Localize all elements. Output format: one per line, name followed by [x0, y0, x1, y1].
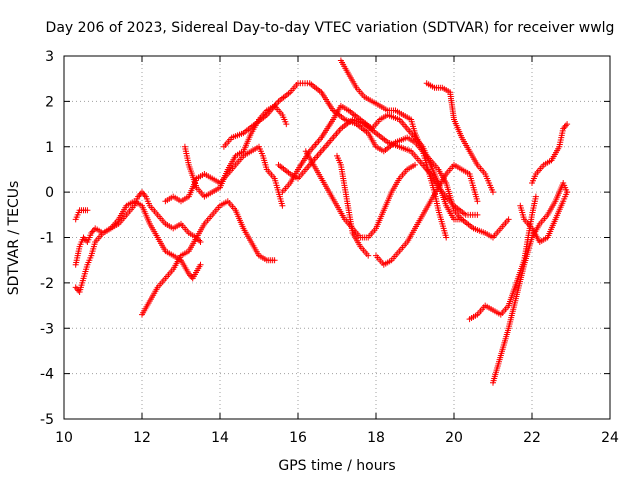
x-tick-label: 18	[367, 430, 385, 446]
x-tick-label: 22	[523, 430, 541, 446]
series-track-1	[72, 207, 91, 223]
x-axis-ticks: 10 12 14 16 18 20 22 24	[55, 56, 619, 446]
x-tick-label: 12	[133, 430, 151, 446]
chart-title: Day 206 of 2023, Sidereal Day-to-day VTE…	[46, 20, 615, 36]
data-point	[474, 211, 481, 218]
data-point	[490, 189, 496, 196]
x-tick-label: 24	[601, 430, 619, 446]
series-track-9	[279, 102, 512, 241]
y-tick-label: 2	[45, 94, 54, 110]
series-track-18	[529, 121, 571, 187]
data-point	[564, 189, 571, 196]
y-tick-label: -5	[40, 412, 54, 428]
data-point	[412, 161, 418, 168]
series-track-14	[423, 80, 496, 196]
data-point	[505, 216, 512, 223]
data-point	[443, 234, 450, 241]
x-axis-label: GPS time / hours	[278, 458, 395, 474]
y-tick-label: 1	[45, 140, 54, 156]
y-tick-label: -3	[40, 321, 54, 337]
series-track-12	[337, 57, 450, 241]
x-tick-label: 14	[211, 430, 229, 446]
x-tick-label: 10	[55, 430, 73, 446]
data-points	[72, 57, 571, 386]
series-track-16	[490, 180, 571, 386]
data-point	[84, 207, 91, 214]
x-tick-label: 20	[445, 430, 463, 446]
grid	[64, 56, 610, 419]
data-point	[279, 202, 286, 209]
y-axis-ticks: -5 -4 -3 -2 -1 0 1 2 3	[40, 49, 610, 428]
data-point	[564, 121, 571, 128]
data-point	[474, 198, 481, 205]
series-track-5	[162, 143, 286, 209]
data-point	[197, 239, 204, 246]
y-axis-label: SDTVAR / TECUs	[6, 181, 22, 296]
series-track-11	[334, 152, 372, 259]
series-track-6	[181, 102, 290, 200]
series-track-17	[517, 189, 571, 246]
y-tick-label: -1	[40, 231, 54, 247]
y-tick-label: 3	[45, 49, 54, 65]
data-point	[283, 121, 290, 128]
y-tick-label: -2	[40, 276, 54, 292]
y-tick-label: -4	[40, 367, 54, 383]
series-track-3	[72, 198, 204, 295]
data-point	[365, 252, 372, 259]
y-tick-label: 0	[45, 185, 54, 201]
series-track-10	[302, 148, 418, 241]
data-point	[271, 257, 278, 264]
series-track-4	[139, 198, 278, 318]
data-point	[532, 193, 539, 200]
x-tick-label: 16	[289, 430, 307, 446]
series-track-13	[373, 161, 481, 268]
data-point	[197, 261, 204, 268]
